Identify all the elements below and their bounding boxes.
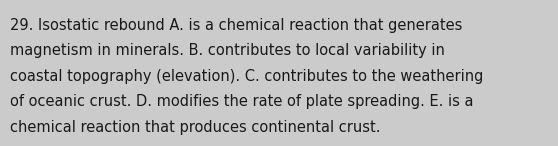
Text: magnetism in minerals. B. contributes to local variability in: magnetism in minerals. B. contributes to… (10, 43, 445, 58)
Text: chemical reaction that produces continental crust.: chemical reaction that produces continen… (10, 120, 381, 135)
Text: 29. Isostatic rebound A. is a chemical reaction that generates: 29. Isostatic rebound A. is a chemical r… (10, 18, 463, 33)
Text: coastal topography (elevation). C. contributes to the weathering: coastal topography (elevation). C. contr… (10, 69, 483, 84)
Text: of oceanic crust. D. modifies the rate of plate spreading. E. is a: of oceanic crust. D. modifies the rate o… (10, 94, 474, 109)
